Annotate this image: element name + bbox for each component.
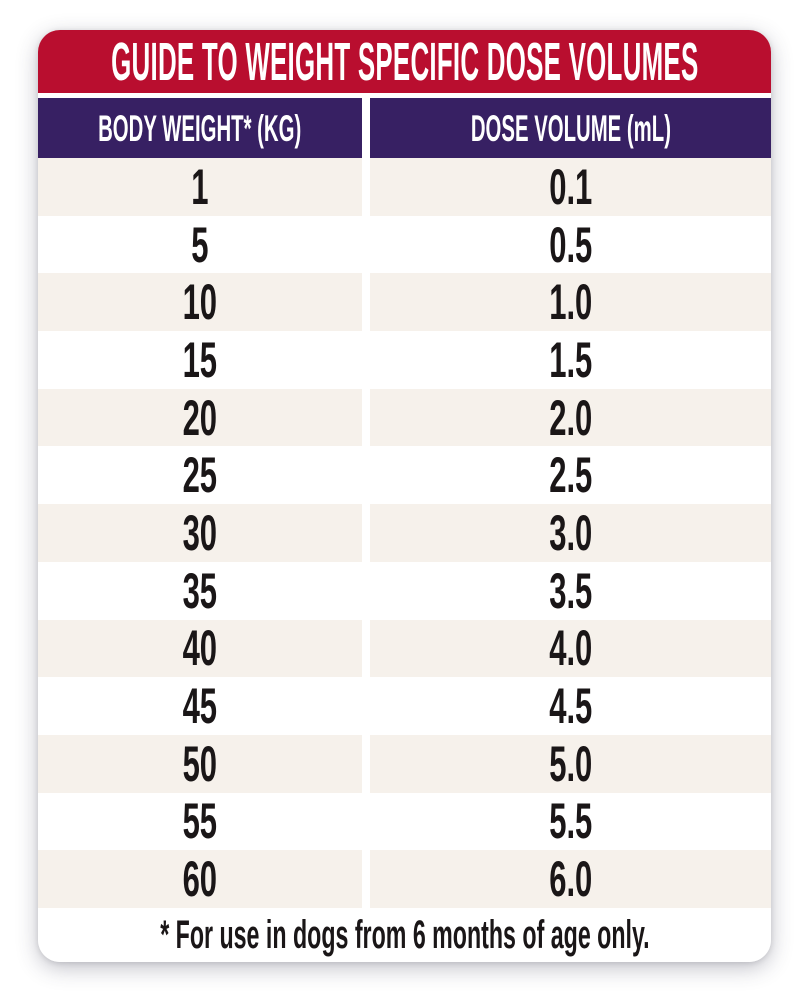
dose-volume-cell: 0.5 <box>370 215 771 274</box>
dose-volume-cell: 1.5 <box>370 331 771 389</box>
header-row: BODY WEIGHT* (KG) DOSE VOLUME (mL) <box>38 98 771 158</box>
column-divider <box>362 561 370 620</box>
dose-volume-value: 3.0 <box>548 504 593 561</box>
body-weight-cell: 55 <box>38 792 362 851</box>
table-row: 25 2.5 <box>38 446 771 505</box>
dose-volume-cell: 2.0 <box>370 388 771 447</box>
dose-volume-cell: 3.0 <box>370 504 771 562</box>
header-cell-dose-volume: DOSE VOLUME (mL) <box>370 98 771 158</box>
body-weight-value: 25 <box>182 447 218 504</box>
dose-volume-cell: 5.5 <box>370 792 771 851</box>
body-weight-value: 1 <box>191 158 209 215</box>
table-row: 55 5.5 <box>38 792 771 851</box>
footnote-row: * For use in dogs from 6 months of age o… <box>38 907 771 962</box>
column-divider <box>362 158 370 216</box>
table-row: 20 2.0 <box>38 388 771 447</box>
body-weight-value: 20 <box>182 389 218 446</box>
dose-volume-cell: 2.5 <box>370 446 771 505</box>
column-divider <box>362 734 370 793</box>
body-weight-cell: 50 <box>38 734 362 793</box>
body-weight-value: 45 <box>182 678 218 735</box>
table-row: 10 1.0 <box>38 273 771 332</box>
dose-volume-value: 1.0 <box>548 274 593 331</box>
body-weight-value: 15 <box>182 331 218 388</box>
dose-volume-value: 6.0 <box>548 851 593 908</box>
column-divider <box>362 619 370 678</box>
column-divider <box>362 850 370 908</box>
body-weight-cell: 1 <box>38 158 362 216</box>
column-divider <box>362 677 370 735</box>
dose-volume-column-label: DOSE VOLUME (mL) <box>470 107 671 149</box>
table-row: 50 5.0 <box>38 734 771 793</box>
body-weight-cell: 5 <box>38 215 362 274</box>
body-weight-value: 5 <box>191 216 209 273</box>
dose-volume-value: 3.5 <box>548 562 593 619</box>
column-divider <box>362 273 370 332</box>
body-weight-cell: 45 <box>38 677 362 735</box>
body-weight-value: 10 <box>182 274 218 331</box>
column-divider <box>362 446 370 505</box>
column-divider <box>362 215 370 274</box>
column-divider <box>362 792 370 851</box>
header-cell-body-weight: BODY WEIGHT* (KG) <box>38 98 362 158</box>
dose-volume-value: 4.5 <box>548 678 593 735</box>
dose-table-card: GUIDE TO WEIGHT SPECIFIC DOSE VOLUMES BO… <box>38 30 771 962</box>
table-body: 1 0.1 5 0.5 10 1.0 15 1.5 20 <box>38 158 771 908</box>
dose-volume-value: 1.5 <box>548 331 593 388</box>
body-weight-value: 30 <box>182 504 218 561</box>
body-weight-cell: 35 <box>38 561 362 620</box>
footnote-text: * For use in dogs from 6 months of age o… <box>159 912 650 957</box>
column-divider <box>362 388 370 447</box>
body-weight-cell: 60 <box>38 850 362 908</box>
body-weight-cell: 20 <box>38 388 362 447</box>
dose-volume-value: 0.1 <box>548 158 593 215</box>
table-row: 45 4.5 <box>38 677 771 735</box>
table-row: 40 4.0 <box>38 619 771 678</box>
column-divider <box>362 98 370 158</box>
title-header-divider <box>38 93 771 98</box>
body-weight-value: 50 <box>182 735 218 792</box>
dose-volume-cell: 1.0 <box>370 273 771 332</box>
dose-volume-value: 5.5 <box>548 793 593 850</box>
body-weight-value: 60 <box>182 851 218 908</box>
table-row: 5 0.5 <box>38 215 771 274</box>
body-weight-cell: 40 <box>38 619 362 678</box>
table-row: 1 0.1 <box>38 158 771 216</box>
body-weight-cell: 25 <box>38 446 362 505</box>
dose-volume-cell: 5.0 <box>370 734 771 793</box>
table-row: 30 3.0 <box>38 504 771 562</box>
dose-volume-value: 5.0 <box>548 735 593 792</box>
dose-volume-value: 2.5 <box>548 447 593 504</box>
body-weight-value: 40 <box>182 620 218 677</box>
table-row: 60 6.0 <box>38 850 771 908</box>
column-divider <box>362 504 370 562</box>
body-weight-value: 35 <box>182 562 218 619</box>
column-divider <box>362 331 370 389</box>
dose-volume-value: 4.0 <box>548 620 593 677</box>
dose-volume-cell: 4.5 <box>370 677 771 735</box>
title-bar: GUIDE TO WEIGHT SPECIFIC DOSE VOLUMES <box>38 30 771 93</box>
body-weight-cell: 15 <box>38 331 362 389</box>
dose-volume-cell: 3.5 <box>370 561 771 620</box>
dose-volume-cell: 0.1 <box>370 158 771 216</box>
table-row: 35 3.5 <box>38 561 771 620</box>
body-weight-column-label: BODY WEIGHT* (KG) <box>98 107 302 149</box>
dose-volume-value: 2.0 <box>548 389 593 446</box>
table-title: GUIDE TO WEIGHT SPECIFIC DOSE VOLUMES <box>110 31 699 92</box>
body-weight-cell: 10 <box>38 273 362 332</box>
dose-volume-cell: 4.0 <box>370 619 771 678</box>
body-weight-value: 55 <box>182 793 218 850</box>
dose-volume-cell: 6.0 <box>370 850 771 908</box>
table-row: 15 1.5 <box>38 331 771 389</box>
body-weight-cell: 30 <box>38 504 362 562</box>
dose-volume-value: 0.5 <box>548 216 593 273</box>
